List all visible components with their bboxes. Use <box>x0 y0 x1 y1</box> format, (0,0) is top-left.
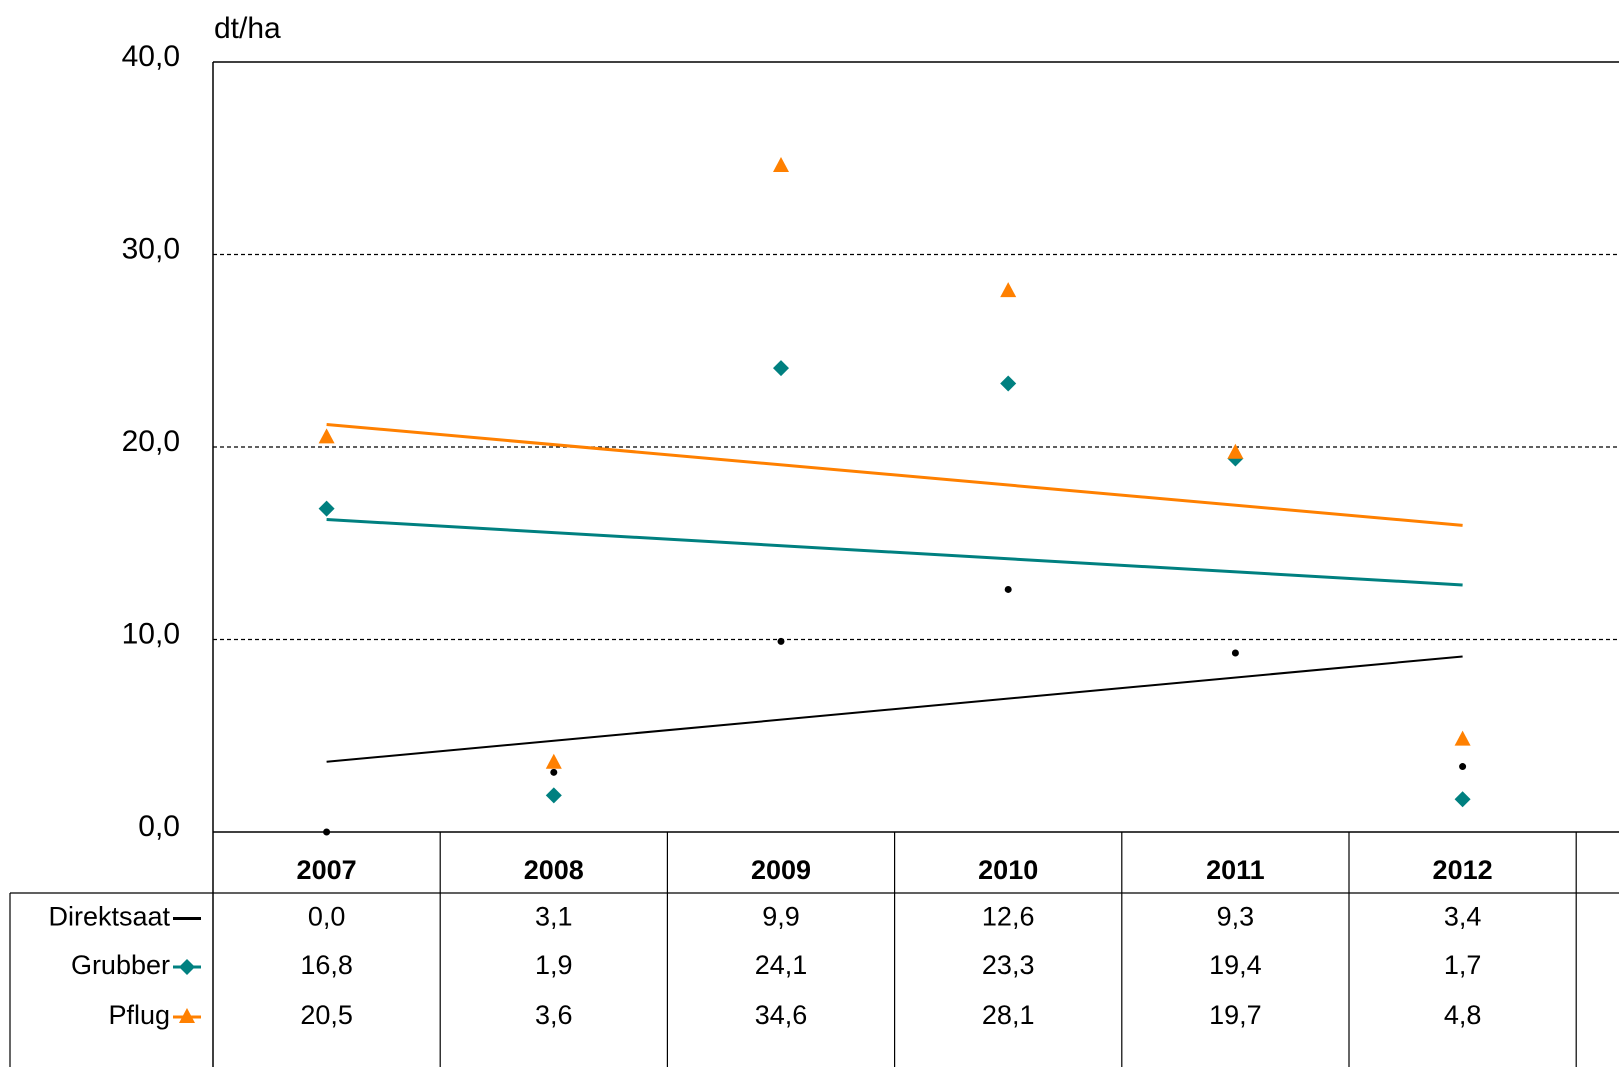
data-point <box>318 500 335 517</box>
table-value: 1,9 <box>535 950 573 980</box>
data-point <box>1004 585 1012 593</box>
y-tick-label: 20,0 <box>122 425 180 458</box>
data-point <box>545 787 562 804</box>
data-point <box>1454 730 1471 746</box>
x-tick-label: 2007 <box>297 855 357 885</box>
y-tick-label: 0,0 <box>138 810 180 843</box>
legend-marker <box>179 959 195 975</box>
table-value: 3,1 <box>535 902 573 932</box>
table-value: 3,6 <box>535 1000 573 1030</box>
table-value: 9,3 <box>1217 902 1255 932</box>
table-value: 0,0 <box>308 902 346 932</box>
trend-line <box>326 518 1463 587</box>
table-value: 19,7 <box>1209 1000 1262 1030</box>
table-value: 4,8 <box>1444 1000 1482 1030</box>
data-point <box>1227 443 1244 459</box>
trend-line <box>326 422 1463 527</box>
table-value: 16,8 <box>300 950 353 980</box>
x-tick-label: 2012 <box>1433 855 1493 885</box>
table-value: 20,5 <box>300 1000 353 1030</box>
y-tick-label: 40,0 <box>122 40 180 73</box>
table-value: 9,9 <box>762 902 800 932</box>
legend-marker <box>179 1008 195 1023</box>
data-point <box>1000 282 1017 298</box>
table-value: 23,3 <box>982 950 1035 980</box>
x-tick-label: 2010 <box>978 855 1038 885</box>
y-tick-label: 30,0 <box>122 232 180 265</box>
x-tick-label: 2008 <box>524 855 584 885</box>
table-value: 3,4 <box>1444 902 1482 932</box>
x-tick-label: 2011 <box>1206 855 1265 885</box>
data-point <box>1231 649 1239 657</box>
data-point <box>323 828 331 836</box>
table-value: 12,6 <box>982 902 1035 932</box>
legend-label: Grubber <box>71 950 170 980</box>
data-point <box>545 753 562 769</box>
y-axis-label: dt/ha <box>214 12 281 45</box>
x-tick-label: 2009 <box>751 855 811 885</box>
table-value: 28,1 <box>982 1000 1035 1030</box>
data-point <box>777 637 785 645</box>
data-point <box>318 428 335 444</box>
table-value: 1,7 <box>1444 950 1482 980</box>
trend-line <box>326 655 1463 763</box>
data-point <box>773 156 789 172</box>
table-value: 34,6 <box>755 1000 808 1030</box>
data-point <box>550 768 558 776</box>
data-point <box>1000 375 1017 392</box>
y-tick-label: 10,0 <box>122 617 180 650</box>
legend-label: Pflug <box>108 1000 170 1030</box>
data-point <box>773 360 789 377</box>
table-value: 19,4 <box>1209 950 1262 980</box>
data-point <box>1454 791 1471 808</box>
data-point <box>1459 763 1467 771</box>
legend-label: Direktsaat <box>48 902 170 932</box>
table-value: 24,1 <box>755 950 808 980</box>
